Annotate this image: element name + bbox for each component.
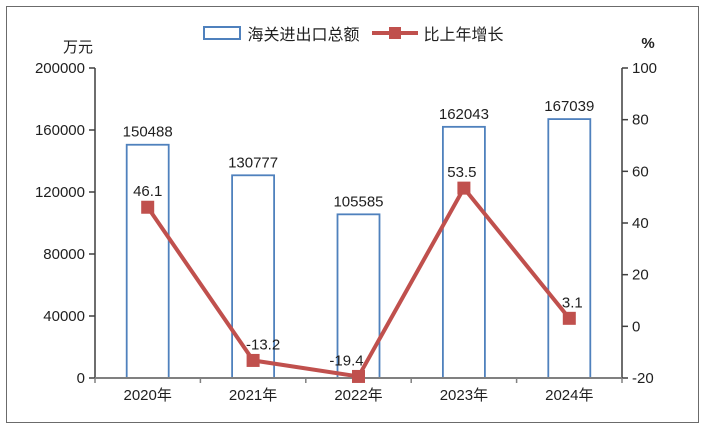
x-axis-category-label: 2023年: [440, 387, 488, 404]
left-axis-tick-label: 0: [77, 370, 85, 387]
right-axis-tick-label: -20: [632, 370, 654, 387]
bar-value-label: 130777: [228, 154, 278, 171]
x-axis-category-label: 2022年: [334, 387, 382, 404]
bar-2021年: [231, 174, 276, 379]
legend: 海关进出口总额 比上年增长: [0, 21, 707, 45]
x-axis-category-label: 2020年: [124, 387, 172, 404]
right-axis-tick-label: 80: [632, 112, 649, 129]
left-axis-tick-label: 200000: [35, 60, 85, 77]
right-axis-tick-label: 100: [632, 60, 657, 77]
bar-2024年: [547, 118, 592, 379]
right-axis-tick-label: 20: [632, 267, 649, 284]
line-value-label: 3.1: [562, 294, 583, 311]
line-value-label: -13.2: [246, 336, 280, 353]
x-axis-category-label: 2021年: [229, 387, 277, 404]
line-value-label: 46.1: [133, 183, 162, 200]
legend-item-bar: 海关进出口总额: [203, 21, 360, 45]
left-axis-tick-label: 80000: [43, 246, 85, 263]
line-marker: [562, 311, 576, 325]
right-axis-tick-label: 60: [632, 163, 649, 180]
bar-2023年: [441, 125, 486, 379]
left-axis-unit: 万元: [62, 39, 93, 56]
left-axis-tick-label: 160000: [35, 122, 85, 139]
right-axis-unit: %: [641, 35, 655, 52]
line-marker: [246, 353, 260, 367]
bar-value-label: 167039: [544, 98, 594, 115]
x-axis-category-label: 2024年: [545, 387, 593, 404]
legend-item-line: 比上年增长: [371, 21, 504, 45]
line-value-label: 53.5: [447, 164, 476, 181]
right-axis-tick-label: 0: [632, 318, 640, 335]
line-marker: [457, 181, 471, 195]
bar-value-label: 105585: [333, 193, 383, 210]
right-axis-tick-label: 40: [632, 215, 649, 232]
left-axis-tick-label: 120000: [35, 184, 85, 201]
left-axis-tick-label: 40000: [43, 308, 85, 325]
bar-value-label: 150488: [123, 124, 173, 141]
bar-value-label: 162043: [439, 106, 489, 123]
line-marker: [141, 200, 155, 214]
line-value-label: -19.4: [329, 352, 363, 369]
line-marker: [352, 369, 365, 383]
legend-line-marker-icon: [388, 27, 401, 39]
legend-label-bar: 海关进出口总额: [247, 27, 360, 44]
bar-2020年: [125, 143, 170, 379]
legend-bar-swatch-icon: [203, 26, 242, 40]
legend-line-swatch-icon: [371, 26, 418, 40]
legend-label-line: 比上年增长: [423, 27, 504, 44]
